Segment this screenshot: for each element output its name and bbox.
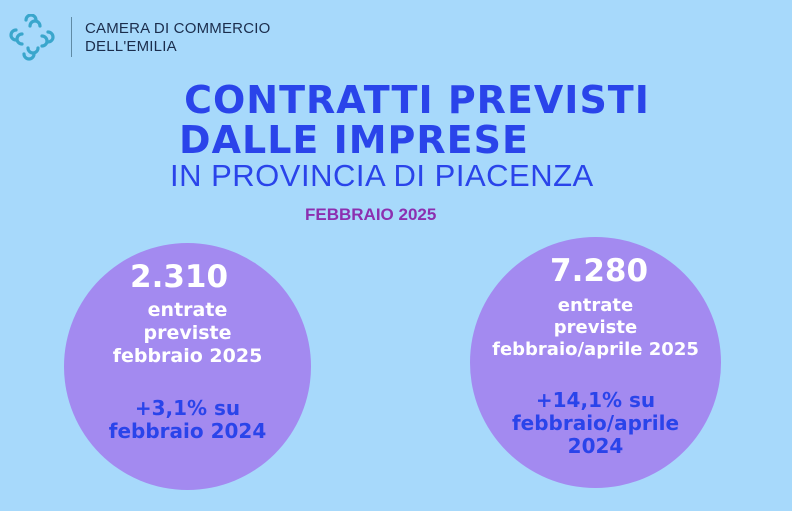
stat-comparison: +14,1% su febbraio/aprile 2024 <box>470 389 721 458</box>
stat-circle-quarter: 7.280 entrate previste febbraio/aprile 2… <box>470 237 721 488</box>
title-line1: CONTRATTI PREVISTI <box>184 78 650 122</box>
camera-di-commercio-logo <box>9 14 55 61</box>
stat-label: entrate previste febbraio/aprile 2025 <box>470 295 721 361</box>
stat-comparison-line: 2024 <box>567 434 624 458</box>
stat-label-line: previste <box>143 322 232 344</box>
subtitle-province: IN PROVINCIA DI PIACENZA <box>170 158 594 193</box>
stat-label: entrate previste febbraio 2025 <box>64 299 311 368</box>
stat-number: 2.310 <box>130 259 229 295</box>
stat-label-line: entrate <box>147 299 228 321</box>
stat-label-line: entrate <box>557 295 634 316</box>
stat-comparison: +3,1% su febbraio 2024 <box>64 397 311 443</box>
header-divider <box>71 17 72 57</box>
stat-label-line: febbraio 2025 <box>112 345 263 367</box>
stat-comparison-line: febbraio/aprile <box>511 411 680 435</box>
organization-name-line1: CAMERA DI COMMERCIO <box>85 20 271 37</box>
title-line2: DALLE IMPRESE <box>179 118 529 162</box>
stat-number: 7.280 <box>550 253 649 289</box>
organization-name: CAMERA DI COMMERCIO DELL'EMILIA <box>85 20 270 56</box>
stat-comparison-line: +3,1% su <box>134 396 241 420</box>
stat-label-line: previste <box>553 317 638 338</box>
stat-circle-february: 2.310 entrate previste febbraio 2025 +3,… <box>64 243 311 490</box>
stat-label-line: febbraio/aprile 2025 <box>492 339 699 360</box>
stat-comparison-line: febbraio 2024 <box>108 419 267 443</box>
stat-comparison-line: +14,1% su <box>535 388 656 412</box>
organization-name-line2: DELL'EMILIA <box>85 38 177 55</box>
period-label: FEBBRAIO 2025 <box>305 205 437 224</box>
